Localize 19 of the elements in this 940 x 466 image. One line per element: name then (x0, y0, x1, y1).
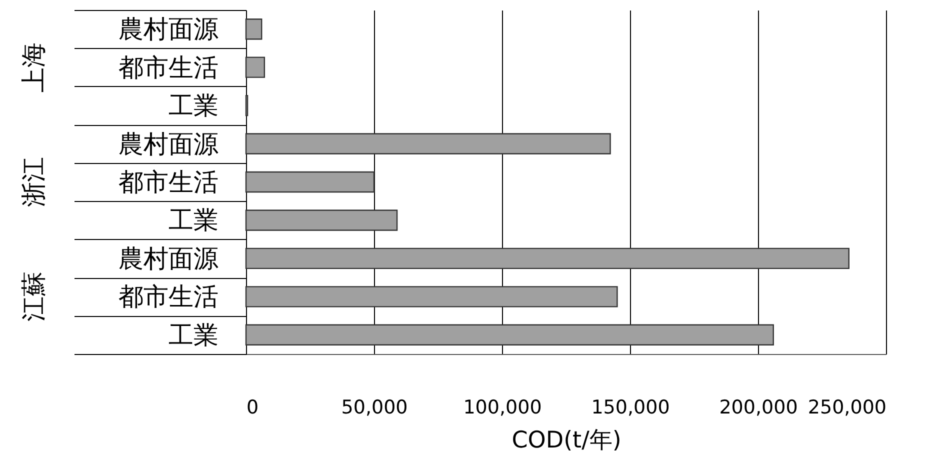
y-tick-label: 都市生活 (118, 168, 218, 196)
y-tick-label: 工業 (168, 206, 218, 235)
x-tick-label: 100,000 (463, 396, 542, 418)
x-tick-label: 250,000 (808, 396, 886, 418)
x-axis-title: COD(t/年) (512, 428, 622, 454)
y-tick-label: 農村面源 (118, 244, 218, 273)
x-tick-label: 200,000 (719, 396, 798, 418)
y-tick-label: 工業 (168, 91, 218, 120)
y-tick-label: 都市生活 (118, 52, 218, 82)
y-tick-label: 工業 (168, 320, 218, 350)
text: 上海 (19, 42, 48, 92)
text: 江蘇 (19, 272, 48, 322)
x-tick-label: 150,000 (591, 396, 670, 418)
y-tick-label: 農村面源 (118, 14, 218, 44)
x-tick-label: 50,000 (341, 396, 408, 418)
text: 浙江 (19, 157, 48, 207)
x-tick-label: 0 (246, 396, 259, 418)
y-tick-label: 農村面源 (118, 129, 218, 158)
y-tick-label: 都市生活 (118, 282, 218, 312)
